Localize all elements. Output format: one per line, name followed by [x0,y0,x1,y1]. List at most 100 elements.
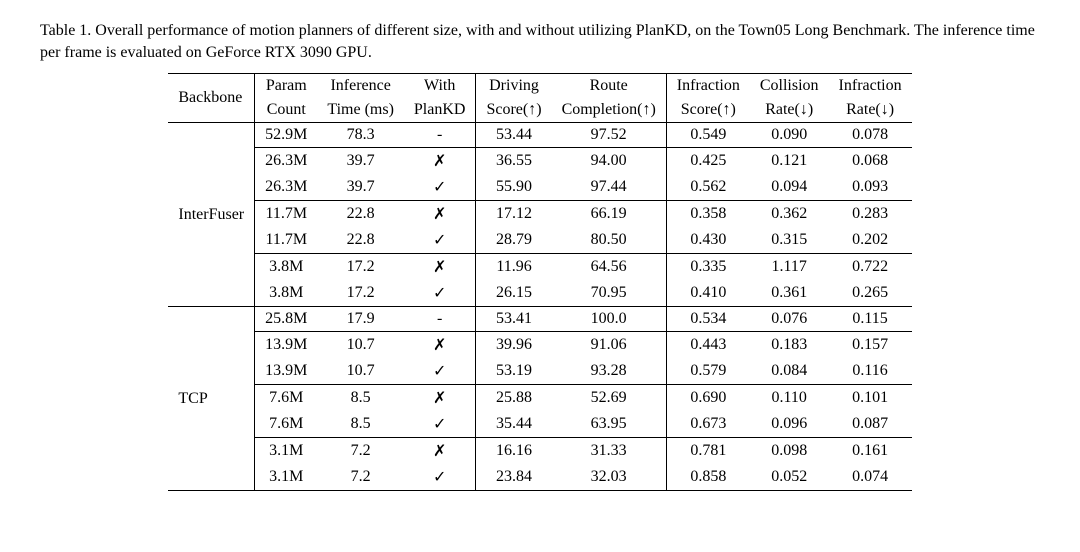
table-cell: 70.95 [552,280,667,307]
col-infra-2: Score(↑) [666,98,750,123]
table-cell: 3.8M [255,254,318,281]
table-cell: 0.052 [750,464,829,491]
table-cell: ✗ [404,438,476,465]
table-cell: 13.9M [255,358,318,385]
table-cell: 0.358 [666,201,750,228]
table-cell: 0.076 [750,307,829,332]
table-cell: 26.15 [476,280,552,307]
table-cell: 10.7 [317,358,404,385]
col-with-1: With [404,74,476,99]
table-cell: 11.7M [255,227,318,254]
table-cell: ✓ [404,464,476,491]
table-cell: 0.315 [750,227,829,254]
table-cell: 52.69 [552,385,667,412]
table-cell: 7.6M [255,411,318,438]
table-cell: 0.115 [829,307,912,332]
table-cell: 94.00 [552,148,667,175]
table-cell: 0.265 [829,280,912,307]
table-cell: 36.55 [476,148,552,175]
table-cell: 97.44 [552,174,667,201]
col-route-2: Completion(↑) [552,98,667,123]
table-cell: 1.117 [750,254,829,281]
table-cell: 80.50 [552,227,667,254]
table-cell: ✗ [404,148,476,175]
table-cell: 0.283 [829,201,912,228]
table-cell: 78.3 [317,123,404,148]
col-coll-1: Collision [750,74,829,99]
table-cell: 13.9M [255,332,318,359]
table-cell: 0.101 [829,385,912,412]
table-cell: 100.0 [552,307,667,332]
table-cell: 97.52 [552,123,667,148]
table-cell: 0.579 [666,358,750,385]
table-cell: 55.90 [476,174,552,201]
table-cell: - [404,123,476,148]
col-with-2: PlanKD [404,98,476,123]
col-drive-2: Score(↑) [476,98,552,123]
col-drive-1: Driving [476,74,552,99]
table-cell: 0.722 [829,254,912,281]
table-cell: 0.362 [750,201,829,228]
table-cell: 52.9M [255,123,318,148]
backbone-cell: TCP [168,307,254,491]
table-cell: 53.44 [476,123,552,148]
table-cell: 0.430 [666,227,750,254]
table-cell: 0.068 [829,148,912,175]
table-cell: 8.5 [317,385,404,412]
col-infrar-1: Infraction [829,74,912,99]
table-cell: ✓ [404,411,476,438]
table-cell: 3.1M [255,464,318,491]
table-cell: ✗ [404,332,476,359]
table-cell: 0.161 [829,438,912,465]
table-cell: 0.074 [829,464,912,491]
table-cell: 0.858 [666,464,750,491]
table-cell: 11.96 [476,254,552,281]
col-infra-1: Infraction [666,74,750,99]
table-cell: 0.096 [750,411,829,438]
table-cell: 16.16 [476,438,552,465]
table-cell: 0.410 [666,280,750,307]
table-cell: 0.090 [750,123,829,148]
table-cell: 63.95 [552,411,667,438]
table-cell: 0.690 [666,385,750,412]
table-cell: 0.157 [829,332,912,359]
results-table: Backbone Param Inference With Driving Ro… [168,73,911,491]
table-cell: 7.2 [317,438,404,465]
table-cell: 17.2 [317,280,404,307]
table-cell: ✗ [404,201,476,228]
table-cell: 0.425 [666,148,750,175]
table-cell: 39.7 [317,174,404,201]
table-cell: 26.3M [255,174,318,201]
backbone-cell: InterFuser [168,123,254,307]
table-cell: ✓ [404,227,476,254]
table-caption: Table 1. Overall performance of motion p… [40,20,1040,63]
col-backbone: Backbone [168,74,254,123]
table-cell: 26.3M [255,148,318,175]
table-cell: 0.335 [666,254,750,281]
table-cell: 8.5 [317,411,404,438]
table-cell: - [404,307,476,332]
table-cell: 0.084 [750,358,829,385]
table-cell: 28.79 [476,227,552,254]
table-cell: 0.202 [829,227,912,254]
col-route-1: Route [552,74,667,99]
table-cell: ✗ [404,385,476,412]
table-cell: 22.8 [317,227,404,254]
table-cell: 0.098 [750,438,829,465]
table-cell: 3.8M [255,280,318,307]
table-cell: 7.2 [317,464,404,491]
table-cell: ✗ [404,254,476,281]
col-infer-2: Time (ms) [317,98,404,123]
table-cell: 0.087 [829,411,912,438]
table-cell: 22.8 [317,201,404,228]
table-cell: 0.110 [750,385,829,412]
table-cell: 0.673 [666,411,750,438]
table-cell: 32.03 [552,464,667,491]
table-cell: 17.12 [476,201,552,228]
table-cell: 0.534 [666,307,750,332]
table-cell: 10.7 [317,332,404,359]
table-cell: 17.9 [317,307,404,332]
table-cell: 31.33 [552,438,667,465]
table-cell: 0.093 [829,174,912,201]
table-cell: 0.116 [829,358,912,385]
